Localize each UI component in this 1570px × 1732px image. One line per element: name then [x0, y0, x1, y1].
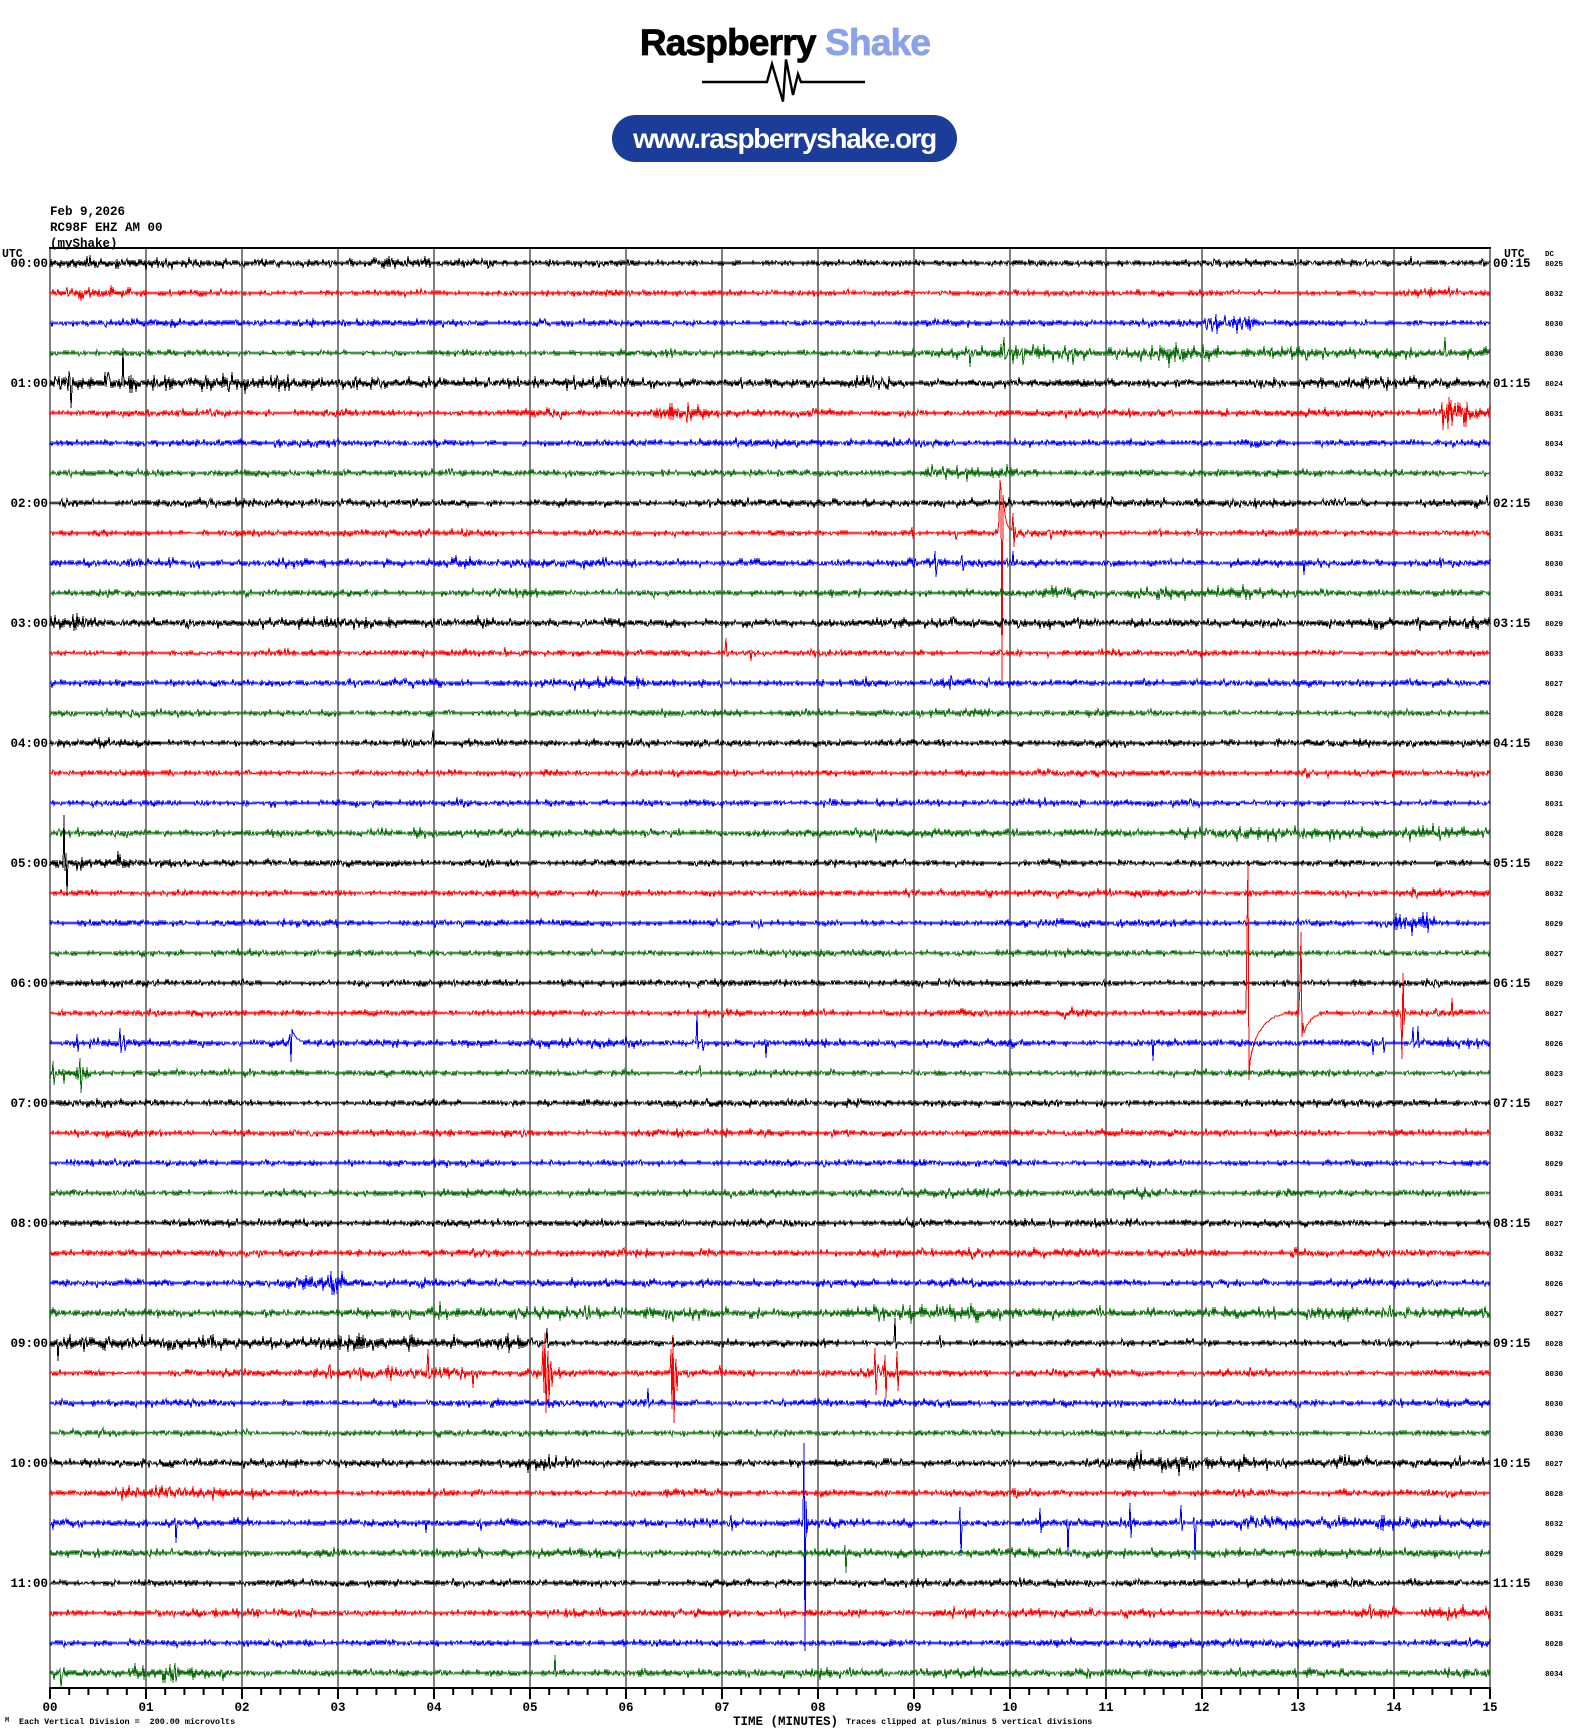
svg-text:8029: 8029	[1545, 621, 1564, 629]
svg-text:M: M	[5, 1717, 9, 1725]
svg-text:8030: 8030	[1545, 561, 1564, 569]
svg-text:10:15: 10:15	[1493, 1457, 1531, 1471]
svg-text:04: 04	[426, 1701, 442, 1715]
svg-text:8030: 8030	[1545, 1431, 1564, 1439]
svg-text:8028: 8028	[1545, 831, 1564, 839]
svg-text:8023: 8023	[1545, 1071, 1564, 1079]
svg-text:09:00: 09:00	[10, 1337, 48, 1351]
svg-text:10:00: 10:00	[10, 1457, 48, 1471]
svg-text:09:15: 09:15	[1493, 1337, 1531, 1351]
svg-text:8031: 8031	[1545, 1611, 1564, 1619]
svg-text:8030: 8030	[1545, 1371, 1564, 1379]
svg-text:04:15: 04:15	[1493, 737, 1531, 751]
svg-text:08: 08	[810, 1701, 825, 1715]
svg-text:06:00: 06:00	[10, 977, 48, 991]
svg-text:04:00: 04:00	[10, 737, 48, 751]
svg-text:8031: 8031	[1545, 801, 1564, 809]
svg-text:8029: 8029	[1545, 981, 1564, 989]
svg-text:8025: 8025	[1545, 261, 1564, 269]
svg-text:8030: 8030	[1545, 351, 1564, 359]
svg-text:08:00: 08:00	[10, 1217, 48, 1231]
svg-text:8030: 8030	[1545, 321, 1564, 329]
svg-text:03:15: 03:15	[1493, 617, 1531, 631]
svg-text:8034: 8034	[1545, 441, 1564, 449]
svg-text:8027: 8027	[1545, 681, 1563, 689]
svg-text:08:15: 08:15	[1493, 1217, 1531, 1231]
svg-text:8030: 8030	[1545, 741, 1564, 749]
svg-text:8034: 8034	[1545, 1671, 1564, 1679]
svg-text:8027: 8027	[1545, 1101, 1563, 1109]
svg-text:07:00: 07:00	[10, 1097, 48, 1111]
svg-text:8031: 8031	[1545, 531, 1564, 539]
svg-text:8029: 8029	[1545, 1551, 1564, 1559]
svg-text:11: 11	[1098, 1701, 1113, 1715]
svg-text:00: 00	[42, 1701, 57, 1715]
svg-text:8027: 8027	[1545, 1011, 1563, 1019]
svg-text:05:15: 05:15	[1493, 857, 1531, 871]
svg-text:RC98F EHZ AM 00: RC98F EHZ AM 00	[50, 221, 163, 235]
svg-text:01: 01	[138, 1701, 153, 1715]
svg-text:UTC: UTC	[1504, 248, 1525, 261]
svg-text:8033: 8033	[1545, 651, 1564, 659]
svg-text:8028: 8028	[1545, 1641, 1564, 1649]
svg-text:06:15: 06:15	[1493, 977, 1531, 991]
svg-text:8028: 8028	[1545, 711, 1564, 719]
svg-text:8024: 8024	[1545, 381, 1564, 389]
svg-text:8027: 8027	[1545, 1461, 1563, 1469]
svg-text:8026: 8026	[1545, 1281, 1564, 1289]
svg-text:10: 10	[1002, 1701, 1017, 1715]
svg-text:12: 12	[1194, 1701, 1209, 1715]
svg-text:06: 06	[618, 1701, 633, 1715]
svg-text:14: 14	[1386, 1701, 1402, 1715]
svg-text:8032: 8032	[1545, 1251, 1564, 1259]
svg-text:8030: 8030	[1545, 501, 1564, 509]
svg-text:01:15: 01:15	[1493, 377, 1531, 391]
svg-text:8026: 8026	[1545, 1041, 1564, 1049]
svg-text:(myShake): (myShake)	[50, 237, 118, 251]
svg-text:8022: 8022	[1545, 861, 1564, 869]
svg-text:07: 07	[714, 1701, 729, 1715]
svg-text:8031: 8031	[1545, 591, 1564, 599]
svg-text:DC: DC	[1545, 251, 1555, 259]
svg-text:11:00: 11:00	[10, 1577, 48, 1591]
svg-text:8032: 8032	[1545, 1131, 1564, 1139]
svg-text:02:00: 02:00	[10, 497, 48, 511]
svg-text:03: 03	[330, 1701, 345, 1715]
svg-text:15: 15	[1482, 1701, 1497, 1715]
svg-text:07:15: 07:15	[1493, 1097, 1531, 1111]
svg-text:Traces clipped at plus/minus 5: Traces clipped at plus/minus 5 vertical …	[846, 1717, 1092, 1727]
svg-text:8030: 8030	[1545, 1581, 1564, 1589]
svg-text:8031: 8031	[1545, 1191, 1564, 1199]
svg-text:8027: 8027	[1545, 1221, 1563, 1229]
svg-text:TIME (MINUTES): TIME (MINUTES)	[733, 1715, 838, 1729]
svg-text:8028: 8028	[1545, 1491, 1564, 1499]
svg-text:8029: 8029	[1545, 1161, 1564, 1169]
svg-text:8030: 8030	[1545, 1401, 1564, 1409]
svg-text:8029: 8029	[1545, 921, 1564, 929]
svg-text:Each Vertical Division = 200.: Each Vertical Division = 200.00 microvol…	[19, 1717, 235, 1727]
svg-text:03:00: 03:00	[10, 617, 48, 631]
svg-text:8027: 8027	[1545, 951, 1563, 959]
svg-text:8032: 8032	[1545, 291, 1564, 299]
svg-text:8031: 8031	[1545, 411, 1564, 419]
svg-text:05: 05	[522, 1701, 537, 1715]
svg-text:09: 09	[906, 1701, 921, 1715]
svg-text:8032: 8032	[1545, 891, 1564, 899]
svg-text:UTC: UTC	[2, 248, 23, 261]
svg-text:02:15: 02:15	[1493, 497, 1531, 511]
svg-text:13: 13	[1290, 1701, 1305, 1715]
svg-text:Feb 9,2026: Feb 9,2026	[50, 205, 125, 219]
svg-text:00:15: 00:15	[1493, 257, 1531, 271]
svg-text:8032: 8032	[1545, 471, 1564, 479]
svg-text:8030: 8030	[1545, 771, 1564, 779]
svg-text:8027: 8027	[1545, 1311, 1563, 1319]
svg-text:8032: 8032	[1545, 1521, 1564, 1529]
svg-text:11:15: 11:15	[1493, 1577, 1531, 1591]
svg-text:8028: 8028	[1545, 1341, 1564, 1349]
svg-text:02: 02	[234, 1701, 249, 1715]
svg-text:00:00: 00:00	[10, 257, 48, 271]
svg-text:05:00: 05:00	[10, 857, 48, 871]
svg-text:01:00: 01:00	[10, 377, 48, 391]
